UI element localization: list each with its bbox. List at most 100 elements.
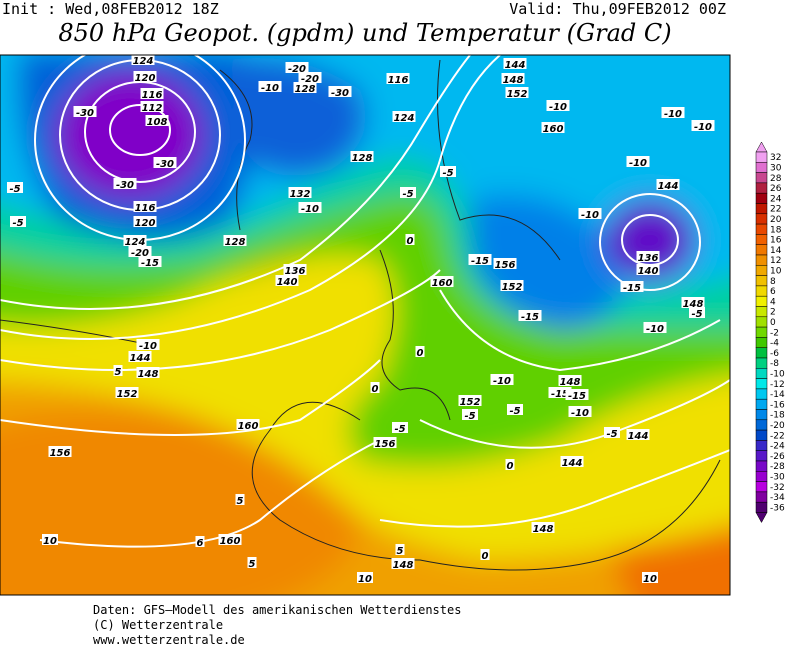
label-bg — [501, 73, 525, 84]
label-bg — [604, 427, 620, 438]
legend-label: 12 — [770, 256, 781, 266]
legend-swatch — [755, 295, 768, 307]
contour-label: -10 — [493, 376, 511, 387]
contour-label: 116 — [142, 90, 163, 101]
contour-label: 148 — [138, 369, 159, 380]
title: 850 hPa Geopot. (gpdm) und Temperatur (G… — [58, 19, 671, 47]
contour-label: -10 — [549, 102, 567, 113]
legend-label: 30 — [770, 163, 782, 173]
contour-label: -15 — [568, 391, 586, 402]
legend-swatch — [755, 254, 768, 266]
label-bg — [395, 544, 405, 555]
label-bg — [283, 264, 307, 275]
label-bg — [370, 382, 380, 393]
contour-label: -15 — [141, 258, 159, 269]
label-bg — [656, 179, 680, 190]
contour-label: -15 — [471, 256, 489, 267]
contour-label: 148 — [533, 524, 554, 535]
legend-label: 2 — [770, 308, 776, 318]
legend-label: 4 — [770, 297, 776, 307]
label-bg — [558, 375, 582, 386]
color-legend: 32302826242220181614121086420-2-4-6-8-10… — [755, 141, 785, 524]
legend-label: -2 — [770, 328, 779, 338]
contour-label: 124 — [133, 56, 154, 67]
label-bg — [505, 87, 529, 98]
contour-label: 5 — [397, 546, 404, 557]
contour-label: -10 — [139, 341, 157, 352]
label-bg — [350, 151, 374, 162]
contour-label: 132 — [290, 189, 311, 200]
contour-label: 144 — [505, 60, 526, 71]
label-bg — [247, 557, 257, 568]
contour-label: 10 — [43, 536, 57, 547]
contour-label: 0 — [372, 384, 379, 395]
label-bg — [507, 404, 523, 415]
legend-label: -4 — [770, 339, 779, 349]
label-bg — [503, 58, 527, 69]
legend-label: 10 — [770, 266, 782, 276]
label-bg — [440, 166, 456, 177]
legend-cap — [755, 141, 768, 153]
label-bg — [123, 235, 147, 246]
contour-label: 144 — [130, 353, 151, 364]
legend-label: -22 — [770, 431, 785, 441]
label-bg — [133, 201, 157, 212]
contour-label: -20 — [288, 64, 306, 75]
contour-label: 136 — [638, 253, 659, 264]
label-bg — [565, 389, 589, 400]
label-bg — [430, 276, 454, 287]
legend-swatch — [755, 491, 768, 503]
label-bg — [636, 251, 660, 262]
label-bg — [136, 367, 160, 378]
contour-label: -30 — [76, 108, 94, 119]
contour-label: 120 — [135, 218, 156, 229]
contour-label: -5 — [509, 406, 520, 417]
contour-label: 120 — [135, 73, 156, 84]
label-bg — [128, 351, 152, 362]
legend-label: -12 — [770, 380, 785, 390]
label-bg — [133, 71, 157, 82]
contour-label: 5 — [237, 496, 244, 507]
legend-swatch — [755, 481, 768, 493]
contour-label: -30 — [116, 180, 134, 191]
legend-swatch — [755, 275, 768, 287]
legend-label: -34 — [770, 493, 785, 503]
legend-swatch — [755, 460, 768, 472]
label-bg — [131, 55, 155, 65]
map: 124120116112108-30-30-30116120124-20-15-… — [0, 55, 730, 595]
legend-swatch — [755, 265, 768, 276]
contour-label: 156 — [495, 260, 516, 271]
label-bg — [642, 572, 658, 583]
legend-label: 24 — [770, 194, 782, 204]
contour-label: -15 — [551, 389, 569, 400]
contour-label: -30 — [156, 159, 174, 170]
legend-swatch — [755, 244, 768, 256]
legend-label: 32 — [770, 153, 781, 163]
contour-label: -5 — [442, 168, 453, 179]
label-bg — [140, 88, 164, 99]
label-bg — [518, 310, 542, 321]
contour-label: 0 — [407, 236, 414, 247]
label-bg — [113, 178, 137, 189]
contour-label: 152 — [507, 89, 528, 100]
contour-label: -10 — [646, 324, 664, 335]
legend-swatch — [755, 172, 768, 184]
legend-label: 28 — [770, 174, 782, 184]
legend-swatch — [755, 234, 768, 245]
legend-label: -28 — [770, 462, 785, 472]
legend-label: -6 — [770, 349, 779, 359]
label-bg — [10, 216, 26, 227]
label-bg — [620, 281, 644, 292]
map-frame — [0, 54, 731, 596]
legend-swatch — [755, 357, 768, 369]
legend-label: -26 — [770, 452, 785, 462]
label-bg — [136, 339, 160, 350]
legend-label: -24 — [770, 442, 785, 452]
contour-label: -10 — [664, 109, 682, 120]
contour-label: 140 — [638, 266, 659, 277]
label-bg — [480, 549, 490, 560]
label-bg — [458, 395, 482, 406]
label-bg — [285, 62, 309, 73]
contour-label: 124 — [125, 237, 146, 248]
